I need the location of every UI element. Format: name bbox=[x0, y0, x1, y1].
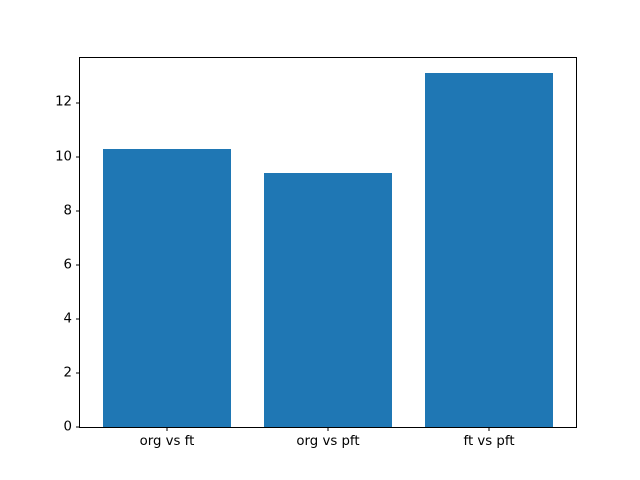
y-tick-mark bbox=[76, 156, 80, 158]
x-tick-label: ft vs pft bbox=[463, 434, 515, 450]
y-tick-mark bbox=[76, 102, 80, 104]
y-tick-label: 10 bbox=[55, 149, 72, 165]
x-tick-mark bbox=[166, 427, 168, 432]
y-tick-label: 12 bbox=[55, 95, 72, 111]
x-tick-label: org vs pft bbox=[296, 434, 360, 450]
bar bbox=[424, 73, 554, 428]
plot-area: 0 2 4 6 8 10 12 org vs ft org vs pft ft vs pft bbox=[55, 56, 577, 448]
x-tick-mark bbox=[488, 427, 490, 432]
y-tick-label: 4 bbox=[63, 311, 72, 327]
x-tick-mark bbox=[327, 427, 329, 432]
y-tick-mark bbox=[76, 210, 80, 212]
y-tick-label: 2 bbox=[63, 365, 72, 381]
bar bbox=[263, 173, 393, 428]
y-tick-mark bbox=[76, 372, 80, 374]
x-tick-label: org vs ft bbox=[139, 434, 195, 450]
y-tick-label: 0 bbox=[63, 419, 72, 435]
y-tick-mark bbox=[76, 318, 80, 320]
y-tick-mark bbox=[76, 264, 80, 266]
y-tick-label: 6 bbox=[63, 257, 72, 273]
y-tick-mark bbox=[76, 426, 80, 428]
bar bbox=[102, 148, 232, 428]
y-tick-label: 8 bbox=[63, 203, 72, 219]
